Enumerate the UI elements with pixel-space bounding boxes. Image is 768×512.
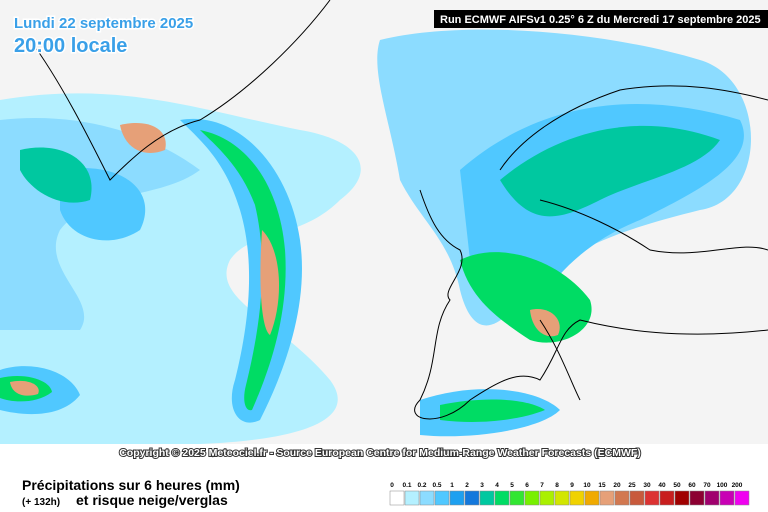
legend-label: 60 (688, 482, 696, 489)
legend-label: 1 (450, 482, 454, 489)
legend-swatch (659, 490, 675, 506)
legend-label: 5 (510, 482, 514, 489)
legend-swatch (539, 490, 555, 506)
legend-swatch (689, 490, 705, 506)
legend-label: 40 (658, 482, 666, 489)
legend-label: 25 (628, 482, 636, 489)
legend-swatch (719, 490, 735, 506)
legend-label: 8 (555, 482, 559, 489)
legend-swatch (434, 490, 450, 506)
legend-swatch (509, 490, 525, 506)
legend-label: 100 (717, 482, 728, 489)
legend-label: 15 (598, 482, 606, 489)
legend-label: 0.2 (417, 482, 426, 489)
legend-label: 10 (583, 482, 591, 489)
footer-lead: (+ 132h) (22, 497, 60, 508)
time: 20:00 locale (14, 35, 127, 57)
legend-swatch (389, 490, 405, 506)
legend-swatch (704, 490, 720, 506)
date: Lundi 22 septembre 2025 (14, 15, 193, 32)
legend-swatch (464, 490, 480, 506)
footer-subtitle: et risque neige/verglas (76, 492, 228, 508)
run-info: Run ECMWF AIFSv1 0.25° 6 Z du Mercredi 1… (440, 14, 761, 26)
legend-label: 3 (480, 482, 484, 489)
legend-swatch (494, 490, 510, 506)
legend-swatch (674, 490, 690, 506)
legend-label: 30 (643, 482, 651, 489)
coastlines (29, 0, 768, 420)
legend-swatch (404, 490, 420, 506)
legend-label: 0.5 (432, 482, 441, 489)
legend-label: 200 (732, 482, 743, 489)
legend-label: 20 (613, 482, 621, 489)
legend-swatch (584, 490, 600, 506)
legend-label: 4 (495, 482, 499, 489)
legend-swatch (644, 490, 660, 506)
legend: 0 0.1 0.2 0.5 1 2 3 4 5 6 7 8 9 10 15 20 25 30 40 50 60 70 100… (389, 482, 750, 506)
legend-swatch (734, 490, 750, 506)
legend-label: 7 (540, 482, 544, 489)
legend-swatch (599, 490, 615, 506)
legend-label: 2 (465, 482, 469, 489)
legend-swatch (524, 490, 540, 506)
legend-label: 70 (703, 482, 711, 489)
legend-swatch (419, 490, 435, 506)
legend-swatch (554, 490, 570, 506)
legend-swatch (569, 490, 585, 506)
legend-swatch (449, 490, 465, 506)
copyright: Copyright © 2025 Meteociel.fr - Source E… (119, 447, 641, 459)
legend-label: 0.1 (402, 482, 411, 489)
legend-label: 0 (390, 482, 394, 489)
precip-field (0, 29, 751, 444)
legend-label: 50 (673, 482, 681, 489)
footer-title: Précipitations sur 6 heures (mm) (22, 477, 240, 493)
run-box (434, 10, 768, 28)
legend-swatch (614, 490, 630, 506)
legend-label: 9 (570, 482, 574, 489)
legend-swatch (479, 490, 495, 506)
legend-swatch (629, 490, 645, 506)
legend-label: 6 (525, 482, 529, 489)
